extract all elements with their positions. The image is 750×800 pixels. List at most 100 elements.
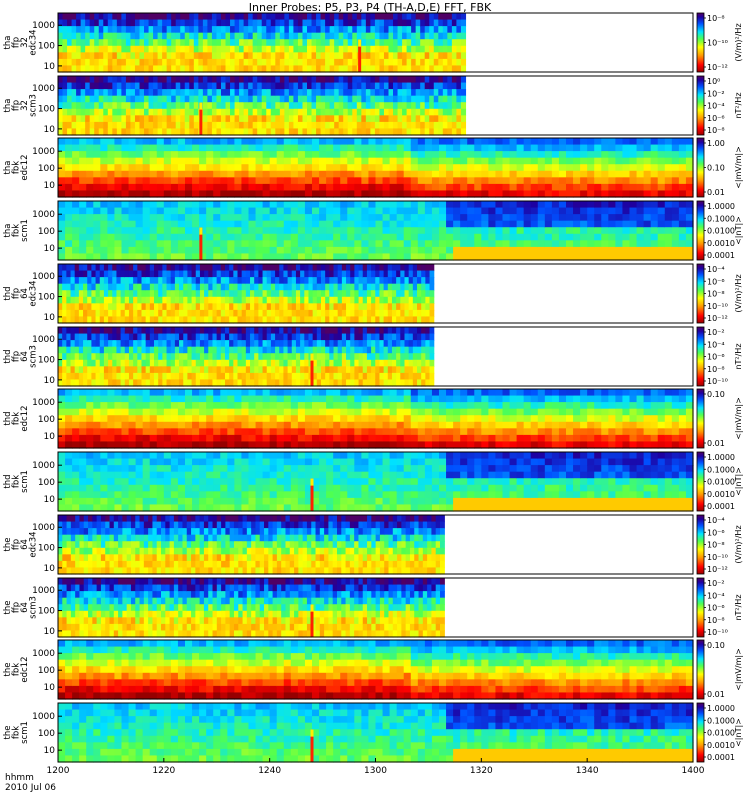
heatmap-cell	[58, 353, 63, 361]
heatmap-cell	[361, 253, 370, 261]
heatmap-cell	[383, 303, 389, 311]
heatmap-cell	[216, 13, 222, 21]
heatmap-cell	[220, 333, 226, 341]
heatmap-cell	[316, 115, 322, 123]
heatmap-cell	[329, 95, 335, 103]
heatmap-cell	[287, 283, 293, 291]
heatmap-cell	[269, 138, 278, 146]
heatmap-cell	[95, 333, 101, 341]
heatmap-cell	[275, 379, 280, 387]
heatmap-cell	[166, 372, 172, 381]
heatmap-cell	[460, 128, 467, 136]
heatmap-cell	[262, 214, 271, 222]
heatmap-cell	[266, 89, 272, 97]
heatmap-cell	[124, 283, 130, 291]
heatmap-cell	[177, 253, 186, 261]
heatmap-cell	[587, 220, 595, 228]
heatmap-cell	[297, 45, 304, 53]
heatmap-cell	[241, 183, 250, 192]
heatmap-cell	[212, 353, 218, 361]
heatmap-cell	[208, 353, 214, 361]
heatmap-cell	[447, 26, 453, 34]
heatmap-cell	[62, 128, 68, 136]
heatmap-cell	[114, 177, 123, 185]
heatmap-cell	[573, 170, 581, 178]
heatmap-cell	[410, 240, 419, 248]
heatmap-cell	[220, 220, 228, 228]
heatmap-cell	[62, 13, 68, 21]
heatmap-cell	[338, 89, 344, 97]
heatmap-cell	[198, 39, 204, 47]
heatmap-cell	[237, 327, 243, 335]
heatmap-cell	[206, 190, 214, 198]
heatmap-cell	[261, 52, 267, 60]
heatmap-cell	[266, 65, 272, 73]
heatmap-cell	[283, 240, 292, 248]
heatmap-cell	[453, 214, 461, 222]
heatmap-cell	[170, 340, 176, 348]
heatmap-cell	[183, 366, 189, 374]
heatmap-cell	[396, 201, 405, 209]
panel-tha_ffp_32_edc34: 100010010thaffp32edc3410⁻⁸10⁻¹⁰10⁻¹²(V/m…	[3, 12, 743, 73]
heatmap-cell	[375, 327, 381, 335]
heatmap-cell	[248, 13, 254, 21]
heatmap-cell	[587, 233, 595, 241]
heatmap-cell	[270, 372, 276, 381]
heatmap-cell	[551, 253, 560, 261]
heatmap-cell	[266, 353, 272, 361]
heatmap-cell	[393, 76, 399, 84]
heatmap-cell	[420, 89, 426, 97]
heatmap-cell	[262, 333, 268, 341]
heatmap-cell	[58, 138, 66, 146]
heatmap-cell	[383, 327, 389, 335]
heatmap-cell	[396, 309, 401, 318]
heatmap-cell	[128, 277, 134, 285]
heatmap-cell	[488, 214, 497, 222]
heatmap-cell	[447, 82, 453, 90]
heatmap-cell	[403, 138, 412, 146]
heatmap-cell	[58, 346, 63, 354]
heatmap-cell	[329, 39, 335, 47]
heatmap-cell	[379, 32, 385, 40]
heatmap-cell	[391, 264, 397, 272]
heatmap-cell	[337, 346, 343, 354]
heatmap-cell	[120, 366, 126, 374]
heatmap-cell	[488, 138, 497, 146]
heatmap-cell	[615, 201, 624, 209]
colorbar-tick-label: 10⁰	[707, 77, 720, 86]
heatmap-cell	[142, 207, 151, 215]
heatmap-cell	[166, 340, 172, 348]
heatmap-cell	[424, 151, 433, 159]
heatmap-cell	[245, 296, 251, 304]
heatmap-cell	[379, 283, 385, 291]
heatmap-cell	[252, 115, 258, 123]
heatmap-cell	[383, 359, 389, 367]
heatmap-cell	[460, 233, 468, 241]
heatmap-cell	[116, 76, 122, 84]
heatmap-cell	[424, 45, 430, 53]
heatmap-cell	[185, 227, 193, 235]
heatmap-cell	[74, 353, 80, 361]
heatmap-cell	[211, 58, 218, 67]
heatmap-cell	[429, 76, 435, 84]
heatmap-cell	[266, 128, 272, 136]
heatmap-cell	[179, 309, 184, 318]
heatmap-cell	[291, 333, 297, 341]
heatmap-cell	[387, 283, 393, 291]
heatmap-cell	[74, 277, 80, 285]
y-tick-label: 10	[44, 313, 56, 323]
heatmap-cell	[107, 52, 113, 60]
heatmap-cell	[379, 270, 385, 278]
heatmap-cell	[341, 309, 347, 318]
heatmap-cell	[417, 201, 426, 209]
heatmap-cell	[275, 316, 280, 324]
heatmap-cell	[311, 32, 317, 40]
heatmap-cell	[340, 214, 348, 222]
heatmap-cell	[175, 121, 181, 130]
heatmap-cell	[387, 270, 393, 278]
heatmap-cell	[375, 138, 384, 146]
heatmap-cell	[481, 183, 489, 192]
heatmap-cell	[67, 58, 73, 67]
heatmap-cell	[180, 32, 186, 40]
heatmap-cell	[252, 108, 258, 116]
